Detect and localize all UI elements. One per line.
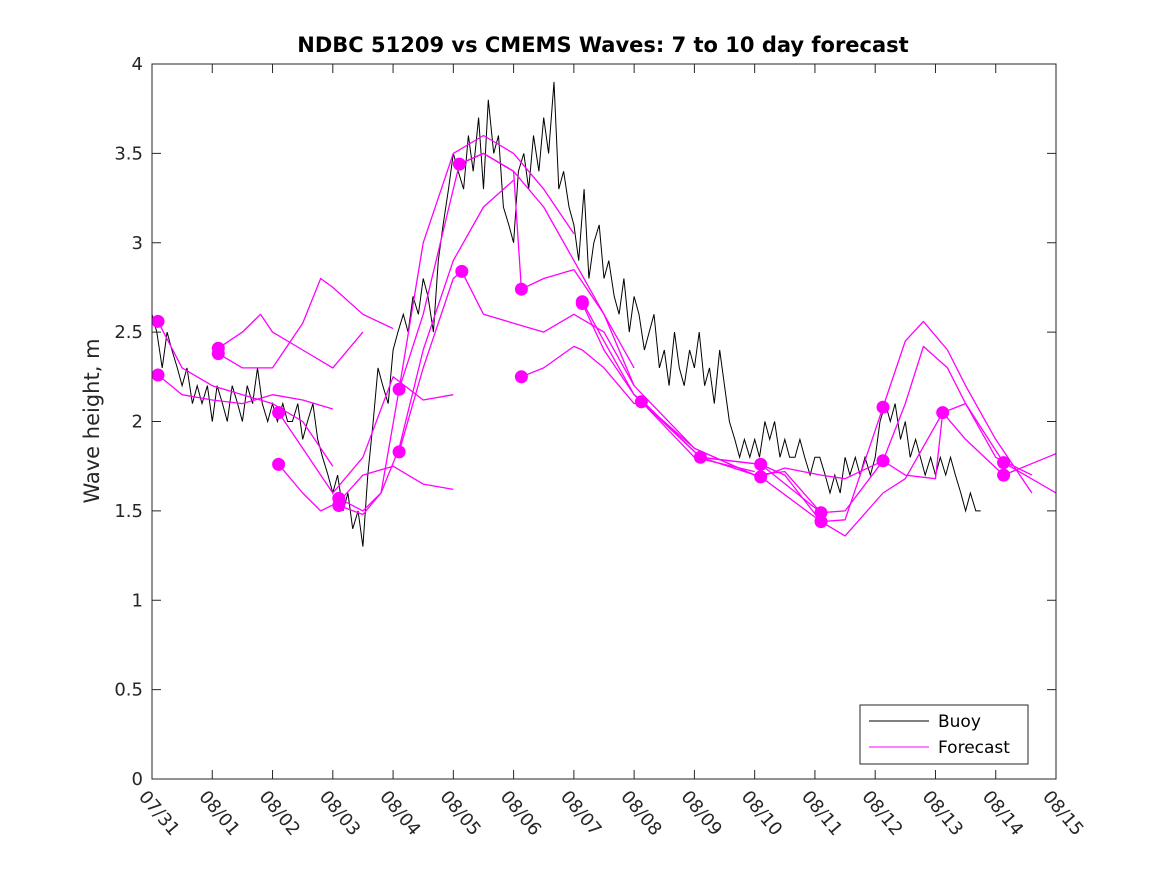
legend-forecast-label: Forecast xyxy=(938,738,1010,758)
forecast-series-line-1 xyxy=(157,321,334,467)
y-tick-label: 3 xyxy=(132,233,143,254)
y-tick-label: 4 xyxy=(132,54,143,75)
forecast-series-line-12 xyxy=(521,345,755,473)
forecast-marker-2 xyxy=(152,368,165,382)
forecast-marker-5 xyxy=(272,406,286,420)
y-tick-label: 0 xyxy=(132,769,143,790)
forecast-marker-22 xyxy=(814,515,828,529)
y-tick-label: 1.5 xyxy=(114,501,143,522)
forecast-marker-9 xyxy=(392,382,406,396)
forecast-series-line-7 xyxy=(338,179,515,512)
forecast-marker-25 xyxy=(936,406,950,420)
forecast-marker-27 xyxy=(997,468,1011,482)
forecast-series-line-17 xyxy=(760,402,1056,494)
forecast-series-line-2 xyxy=(157,374,333,410)
forecast-marker-8 xyxy=(332,499,346,512)
forecast-series-line-10 xyxy=(398,270,635,453)
plot-area xyxy=(152,81,1056,547)
forecast-marker-24 xyxy=(876,454,890,468)
forecast-marker-21 xyxy=(814,506,828,520)
forecast-marker-1 xyxy=(152,314,165,328)
forecast-marker-12 xyxy=(455,264,469,278)
forecast-marker-11 xyxy=(452,157,466,171)
forecast-marker-19 xyxy=(754,457,768,471)
forecast-marker-16 xyxy=(575,295,589,309)
forecast-series-line-3 xyxy=(217,313,364,369)
forecast-series-line-4 xyxy=(217,277,394,369)
forecast-series-line-15 xyxy=(640,320,1033,523)
forecast-marker-6 xyxy=(272,457,286,471)
chart-title: NDBC 51209 vs CMEMS Waves: 7 to 10 day f… xyxy=(297,33,908,57)
forecast-marker-17 xyxy=(634,395,648,409)
y-tick-label: 3.5 xyxy=(114,143,143,164)
legend-box xyxy=(859,704,1029,765)
plot-series xyxy=(152,81,1056,547)
forecast-marker-4 xyxy=(211,347,225,361)
forecast-series-line-14 xyxy=(581,301,822,522)
forecast-series-line-5 xyxy=(278,376,454,494)
forecast-series-line-6 xyxy=(278,463,454,512)
y-tick-label: 2 xyxy=(132,412,143,433)
buoy-series-line xyxy=(152,81,981,547)
forecast-marker-23 xyxy=(876,400,890,414)
y-axis-label: Wave height, m xyxy=(80,338,104,503)
forecast-marker-20 xyxy=(754,470,768,484)
y-tick-label: 0.5 xyxy=(114,680,143,701)
forecast-marker-18 xyxy=(693,450,707,464)
forecast-marker-10 xyxy=(392,445,406,459)
legend: Buoy Forecast xyxy=(859,704,1029,765)
forecast-series-line-18 xyxy=(820,411,1056,537)
forecast-marker-26 xyxy=(997,456,1011,470)
forecast-series-line-11 xyxy=(459,152,755,476)
y-tick-label: 1 xyxy=(132,590,143,611)
forecast-marker-13 xyxy=(514,282,528,296)
y-tick-label: 2.5 xyxy=(114,322,143,343)
forecast-series-line-8 xyxy=(338,134,575,516)
forecast-marker-14 xyxy=(514,370,528,384)
legend-buoy-label: Buoy xyxy=(938,712,981,732)
forecast-series-line-16 xyxy=(700,345,1033,514)
